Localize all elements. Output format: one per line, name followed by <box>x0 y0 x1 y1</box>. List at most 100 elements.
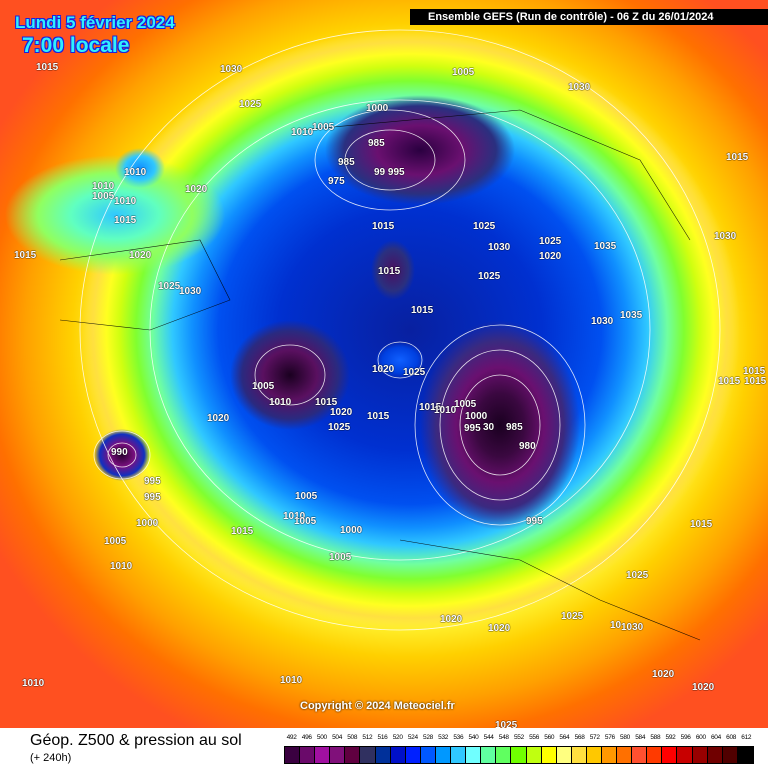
pressure-label: 1015 <box>743 366 766 377</box>
pressure-label: 975 <box>328 176 345 187</box>
pressure-label: 1025 <box>328 422 351 433</box>
legend-label: 528 <box>423 734 433 741</box>
legend-swatch <box>330 747 346 763</box>
pressure-label: 995 <box>526 516 543 527</box>
pressure-label: 1015 <box>411 305 434 316</box>
pressure-label: 1020 <box>372 364 395 375</box>
pressure-label: 1010 <box>124 167 147 178</box>
forecast-time: 7:00 locale <box>22 34 130 57</box>
pressure-label: 1020 <box>488 623 511 634</box>
pressure-label: 1015 <box>378 266 401 277</box>
legend-swatch <box>420 747 436 763</box>
pressure-label: 1025 <box>626 570 649 581</box>
legend-label: 560 <box>544 734 555 741</box>
pressure-label: 1025 <box>473 221 496 232</box>
legend-label: 572 <box>589 734 600 741</box>
pressure-label: 1020 <box>207 413 230 424</box>
forecast-range: (+ 240h) <box>30 752 72 764</box>
legend-label: 516 <box>377 734 388 741</box>
pressure-label: 1005 <box>452 67 475 78</box>
pressure-label: 1015 <box>231 526 254 537</box>
legend-label: 536 <box>453 734 464 741</box>
legend-swatch <box>496 747 512 763</box>
pressure-label: 1025 <box>403 367 426 378</box>
pressure-label: 1005 <box>252 381 275 392</box>
legend-swatch <box>692 747 708 763</box>
pressure-label: 995 <box>144 476 161 487</box>
legend-swatch <box>435 747 452 763</box>
pressure-label: 1005 <box>329 552 352 563</box>
legend-label: 564 <box>559 734 570 741</box>
pressure-label: 1025 <box>478 271 501 282</box>
legend-swatch <box>632 747 648 763</box>
pressure-label: 1015 <box>367 411 390 422</box>
pressure-label: 1020 <box>539 251 562 262</box>
pressure-label: 985 <box>506 422 523 433</box>
legend-swatch <box>677 747 693 763</box>
legend-label: 588 <box>650 734 661 741</box>
pressure-label: 1005 <box>454 399 477 410</box>
legend-label: 592 <box>665 734 676 741</box>
legend-swatch <box>662 747 678 763</box>
pressure-label: 1015 <box>372 221 395 232</box>
legend-swatch <box>375 747 391 763</box>
isobar-contours <box>59 29 721 641</box>
copyright: Copyright © 2024 Meteociel.fr <box>300 700 455 712</box>
pressure-label: 1025 <box>561 611 584 622</box>
footer: Géop. Z500 & pression au sol (+ 240h) 49… <box>0 728 768 768</box>
pressure-label: 1035 <box>594 241 617 252</box>
pressure-label: 30 <box>483 422 495 433</box>
legend-swatch <box>737 747 753 763</box>
pressure-label: 980 <box>519 441 536 452</box>
legend-swatch <box>556 747 572 763</box>
pressure-label: 10 <box>610 620 622 631</box>
legend-label: 596 <box>680 734 691 741</box>
pressure-label: 995 <box>144 492 161 503</box>
pressure-label: 1010 <box>114 196 137 207</box>
pressure-label: 990 <box>111 447 128 458</box>
legend-label: 608 <box>726 734 737 741</box>
legend-swatch <box>285 747 301 763</box>
pressure-label: 1025 <box>539 236 562 247</box>
legend-label: 600 <box>695 734 706 741</box>
legend-swatches <box>284 746 754 764</box>
pressure-label: 985 <box>338 157 355 168</box>
pressure-label: 1010 <box>434 405 457 416</box>
pressure-label: 1030 <box>220 64 243 75</box>
pressure-label: 1020 <box>652 669 675 680</box>
pressure-label: 1025 <box>239 99 262 110</box>
color-legend: 492 496 500 504 508 512 516 520 524 528 532 536 540 5… <box>284 734 754 764</box>
legend-label: 584 <box>635 734 646 741</box>
legend-swatch <box>647 747 663 763</box>
pressure-label: 1020 <box>185 184 208 195</box>
pressure-label: 1030 <box>179 286 202 297</box>
pressure-label: 1000 <box>465 411 488 422</box>
legend-label: 544 <box>483 734 494 741</box>
legend-swatch <box>390 747 406 763</box>
pressure-label: 1035 <box>620 310 643 321</box>
pressure-label: 1000 <box>340 525 363 536</box>
pressure-label: 1025 <box>158 281 181 292</box>
pressure-label: 1030 <box>568 82 591 93</box>
legend-label: 512 <box>362 734 373 741</box>
pressure-label: 1015 <box>718 376 741 387</box>
legend-labels: 492 496 500 504 508 512 516 520 524 528 532 536 540 5… <box>284 734 754 744</box>
legend-label: 576 <box>604 734 615 741</box>
pressure-label: 1005 <box>295 491 318 502</box>
legend-label: 508 <box>347 734 358 741</box>
legend-swatch <box>315 747 331 763</box>
pressure-label: 1005 <box>92 191 115 202</box>
pressure-label: 1005 <box>104 536 127 547</box>
pressure-label: 1030 <box>714 231 737 242</box>
pressure-label: 1015 <box>114 215 137 226</box>
legend-swatch <box>300 747 316 763</box>
legend-swatch <box>571 747 587 763</box>
legend-swatch <box>601 747 618 763</box>
pressure-label: 1020 <box>692 682 715 693</box>
pressure-label: 1015 <box>14 250 37 261</box>
legend-label: 556 <box>529 734 540 741</box>
legend-label: 504 <box>332 734 343 741</box>
legend-swatch <box>586 747 602 763</box>
pressure-label: 1020 <box>129 250 152 261</box>
legend-swatch <box>526 747 542 763</box>
